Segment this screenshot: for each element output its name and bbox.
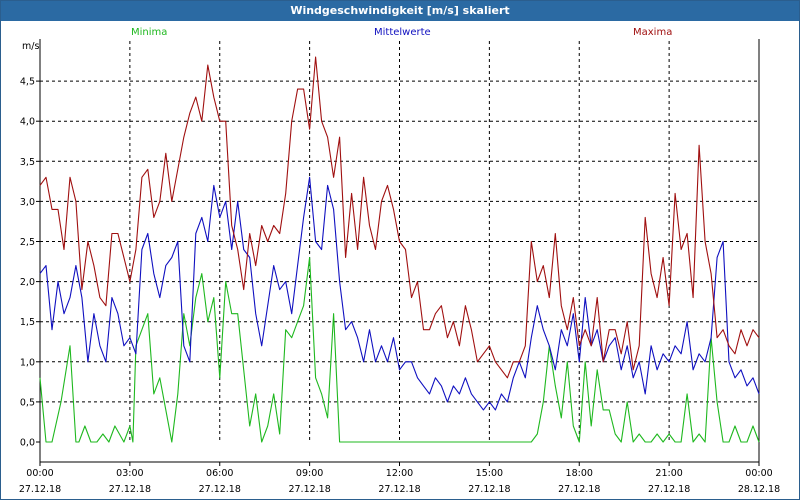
y-axis-unit-label: m/s: [22, 41, 39, 52]
x-tick-time-label: 21:00: [655, 468, 682, 479]
x-tick-date-label: 27.12.18: [288, 484, 330, 495]
x-tick-time-label: 15:00: [476, 468, 503, 479]
legend-mittelwerte: Mittelwerte: [374, 27, 431, 38]
x-tick-time-label: 18:00: [566, 468, 593, 479]
x-tick-time-label: 00:00: [745, 468, 772, 479]
x-tick-date-label: 27.12.18: [378, 484, 420, 495]
x-tick-date-label: 27.12.18: [199, 484, 241, 495]
window-title: Windgeschwindigkeit [m/s] skaliert: [1, 1, 799, 21]
y-tick-label: 0,5: [20, 397, 35, 408]
y-tick-label: 0,0: [20, 438, 35, 449]
x-tick-time-label: 03:00: [116, 468, 143, 479]
x-tick-date-label: 27.12.18: [648, 484, 690, 495]
y-tick-label: 4,5: [20, 77, 35, 88]
x-tick-time-label: 09:00: [296, 468, 323, 479]
x-tick-date-label: 28.12.18: [738, 484, 780, 495]
x-tick-date-label: 27.12.18: [19, 484, 61, 495]
axes: [36, 39, 760, 466]
grid: [40, 41, 759, 442]
x-tick-time-label: 06:00: [206, 468, 233, 479]
y-tick-label: 4,0: [20, 117, 35, 128]
legend-minima: Minima: [131, 27, 168, 38]
y-tick-label: 3,5: [20, 157, 35, 168]
x-tick-labels: 00:00 27.12.18 03:00 27.12.18 06:00 27.12.18 0…: [19, 468, 780, 495]
y-tick-label: 3,0: [20, 197, 35, 208]
legend-maxima: Maxima: [633, 27, 673, 38]
y-tick-labels: 0,0 0,5 1,0 1,5 2,0 2,5 3,0 3,5 4,0 4,5: [20, 77, 35, 449]
y-tick-label: 2,0: [20, 277, 35, 288]
x-tick-time-label: 12:00: [386, 468, 413, 479]
x-tick-date-label: 27.12.18: [558, 484, 600, 495]
y-tick-label: 1,0: [20, 357, 35, 368]
wind-speed-chart: m/s 0,0 0,5 1,0 1,5 2,0 2,5 3,0 3,5 4,0 4,5 00:00…: [19, 39, 780, 495]
mittelwerte-line: [39, 176, 760, 411]
x-tick-time-label: 00:00: [26, 468, 53, 479]
y-tick-label: 2,5: [20, 237, 35, 248]
series-lines: [39, 56, 760, 443]
x-tick-date-label: 27.12.18: [468, 484, 510, 495]
maxima-line: [39, 56, 760, 379]
y-tick-label: 1,5: [20, 317, 35, 328]
x-tick-date-label: 27.12.18: [109, 484, 151, 495]
